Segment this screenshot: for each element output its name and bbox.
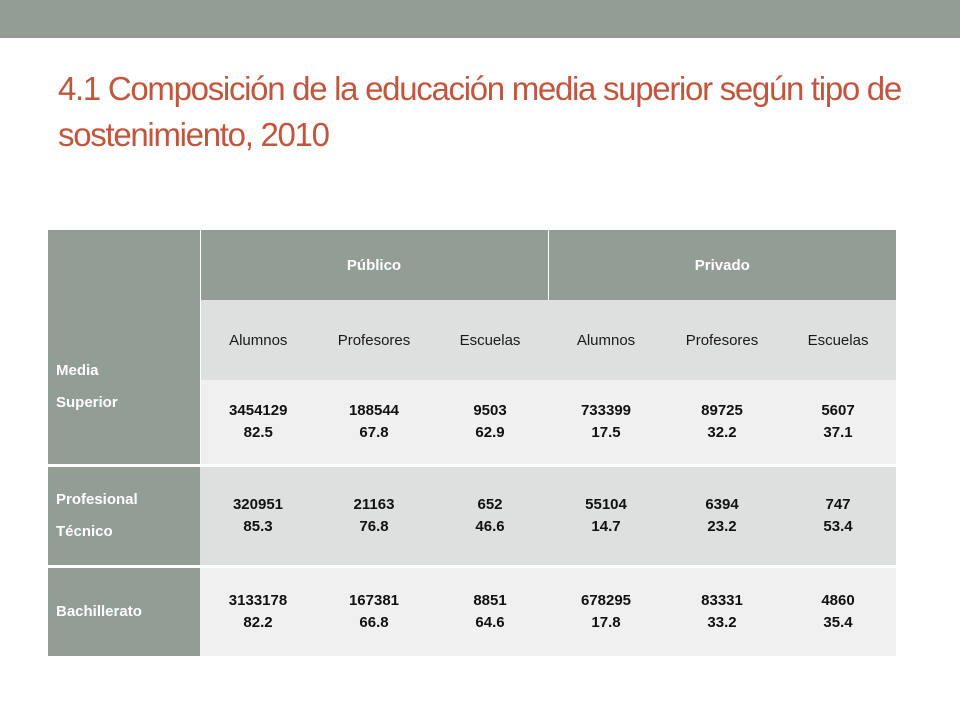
cell-value: 3133178 — [228, 592, 288, 609]
table-cell: 747 53.4 — [780, 465, 897, 568]
cell-value: 167381 — [348, 592, 400, 609]
table-cell: 21163 76.8 — [316, 465, 432, 568]
subheader-label: Alumnos — [229, 331, 288, 349]
subheader-cell: Profesores — [664, 300, 780, 380]
table-cell: 4860 35.4 — [780, 566, 897, 656]
group-header-privado: Privado — [548, 230, 897, 300]
subheader-cell: Profesores — [316, 300, 432, 380]
row-label-line1: Bachillerato — [56, 603, 142, 620]
cell-percent: 67.8 — [359, 424, 389, 441]
cell-percent: 23.2 — [707, 518, 737, 535]
group-header-publico: Público — [200, 230, 549, 300]
table-cell: 652 46.6 — [432, 465, 548, 568]
table-row-profesional-tecnico: Profesional Técnico 320951 85.3 21163 76.8… — [48, 465, 897, 568]
education-table: Media Superior Público Privado Alumnos P… — [48, 230, 897, 656]
table-cell: 733399 17.5 — [548, 380, 664, 467]
cell-percent: 53.4 — [823, 518, 853, 535]
table-cell: 3133178 82.2 — [200, 566, 316, 656]
cell-value: 747 — [825, 496, 851, 513]
cell-value: 8851 — [473, 592, 507, 609]
row-label-line2: Técnico — [56, 523, 113, 540]
subheader-cell: Alumnos — [200, 300, 316, 380]
cell-percent: 82.2 — [243, 614, 273, 631]
cell-percent: 66.8 — [359, 614, 389, 631]
row-header-bachillerato: Bachillerato — [48, 566, 200, 656]
cell-percent: 82.5 — [243, 424, 273, 441]
cell-value: 652 — [477, 496, 503, 513]
cell-percent: 76.8 — [359, 518, 389, 535]
cell-percent: 37.1 — [823, 424, 853, 441]
subheader-label: Alumnos — [576, 331, 636, 349]
slide-title: 4.1 Composición de la educación media su… — [58, 70, 902, 153]
table-cell: 55104 14.7 — [548, 465, 664, 568]
table-row-bachillerato: Bachillerato 3133178 82.2 167381 66.8 8851… — [48, 566, 897, 656]
table-cell: 83331 33.2 — [664, 566, 780, 656]
cell-percent: 85.3 — [243, 518, 273, 535]
subheader-label: Profesores — [685, 331, 759, 349]
table-cell: 3454129 82.5 — [200, 380, 316, 467]
table-cell: 188544 67.8 — [316, 380, 432, 467]
cell-value: 5607 — [821, 402, 855, 419]
cell-percent: 17.8 — [591, 614, 621, 631]
cell-value: 3454129 — [229, 402, 288, 419]
row-header-profesional-tecnico: Profesional Técnico — [48, 465, 200, 568]
table-cell: 167381 66.8 — [316, 566, 432, 656]
subheader-cell: Escuelas — [780, 300, 897, 380]
table-cell: 5607 37.1 — [780, 380, 897, 467]
cell-percent: 46.6 — [475, 518, 505, 535]
row-label-line1: Profesional — [56, 491, 138, 508]
cell-value: 83331 — [701, 592, 743, 609]
table-cell: 6394 23.2 — [664, 465, 780, 568]
table-cell: 9503 62.9 — [432, 380, 548, 467]
cell-value: 678295 — [580, 592, 632, 609]
cell-percent: 32.2 — [707, 424, 737, 441]
cell-value: 21163 — [353, 496, 395, 513]
subheader-label: Profesores — [337, 331, 411, 349]
cell-value: 9503 — [473, 402, 507, 419]
table-cell: 320951 85.3 — [200, 465, 316, 568]
table-row-media-superior: 3454129 82.5 188544 67.8 9503 62.9 733399 17… — [48, 380, 897, 467]
table-cell: 678295 17.8 — [548, 566, 664, 656]
cell-percent: 17.5 — [591, 424, 621, 441]
subheader-label: Escuelas — [459, 331, 521, 349]
top-accent-band — [0, 0, 960, 38]
table-cell: 8851 64.6 — [432, 566, 548, 656]
group-header-row: Media Superior Público Privado — [48, 230, 897, 467]
cell-value: 6394 — [705, 496, 739, 513]
subheader-row: Alumnos Profesores Escuelas Alumnos Prof… — [48, 300, 897, 380]
subheader-cell: Alumnos — [548, 300, 664, 380]
cell-value: 733399 — [580, 402, 632, 419]
corner-label-line2: Superior — [56, 394, 118, 411]
cell-percent: 64.6 — [475, 614, 505, 631]
cell-value: 89725 — [701, 402, 743, 419]
cell-percent: 62.9 — [475, 424, 505, 441]
cell-percent: 35.4 — [823, 614, 853, 631]
subheader-label: Escuelas — [807, 331, 869, 349]
cell-value: 188544 — [348, 402, 400, 419]
table-cell: 89725 32.2 — [664, 380, 780, 467]
cell-value: 320951 — [232, 496, 284, 513]
cell-percent: 14.7 — [591, 518, 621, 535]
corner-header-media-superior: Media Superior — [48, 230, 201, 467]
cell-value: 4860 — [821, 592, 855, 609]
cell-value: 55104 — [585, 496, 627, 513]
subheader-cell: Escuelas — [432, 300, 548, 380]
corner-label-line1: Media — [56, 362, 99, 379]
cell-percent: 33.2 — [707, 614, 737, 631]
